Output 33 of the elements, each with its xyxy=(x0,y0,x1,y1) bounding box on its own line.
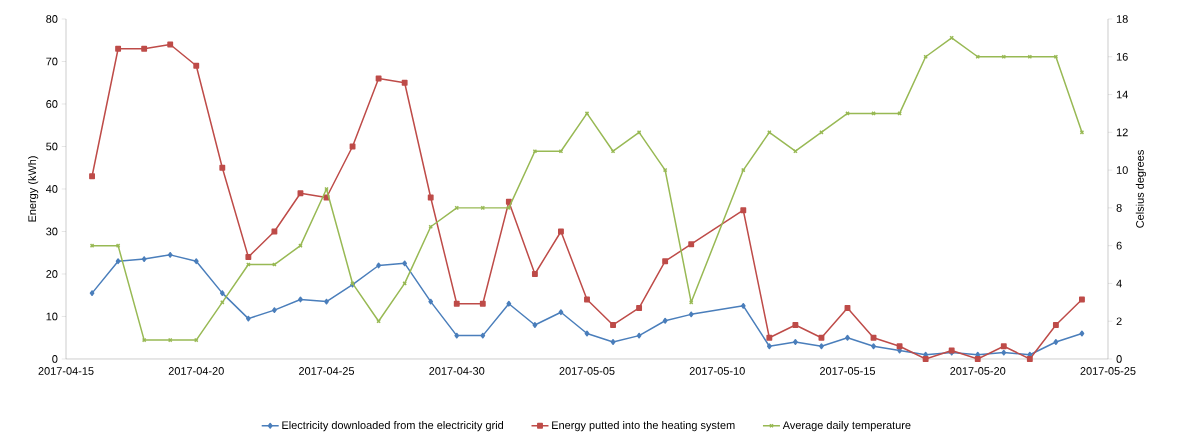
y2-tick-label: 12 xyxy=(1116,128,1128,137)
y-tick-label: 20 xyxy=(46,270,58,278)
y-tick-label: 30 xyxy=(46,227,58,236)
y2-tick-label: 8 xyxy=(1116,204,1122,212)
y-tick-label: 70 xyxy=(46,57,58,66)
y2-tick-label: 2 xyxy=(1116,317,1122,326)
x-tick-label: 2017-04-30 xyxy=(429,367,485,375)
y-axis-title: Energy (kWh) xyxy=(28,156,39,222)
x-tick-label: 2017-05-05 xyxy=(559,367,615,375)
y2-tick-label: 14 xyxy=(1116,90,1128,99)
y2-tick-label: 16 xyxy=(1116,52,1128,61)
x-tick-label: 2017-04-20 xyxy=(168,367,224,375)
y-tick-label: 40 xyxy=(45,185,58,193)
y-tick-label: 80 xyxy=(46,15,58,23)
legend-label: Average daily temperature xyxy=(782,420,911,432)
y-tick-label: 10 xyxy=(46,312,58,321)
x-tick-label: 2017-05-10 xyxy=(689,367,745,375)
y2-tick-label: 6 xyxy=(1116,241,1122,250)
y2-tick-label: 0 xyxy=(1116,355,1122,363)
x-tick-label: 2017-05-20 xyxy=(950,367,1006,375)
y-tick-label: 60 xyxy=(46,100,58,108)
legend-label: Energy putted into the heating system xyxy=(552,420,735,432)
y2-tick-label: 18 xyxy=(1116,15,1128,23)
x-tick-label: 2017-04-25 xyxy=(299,367,355,375)
y2-tick-label: 10 xyxy=(1116,166,1128,174)
y2-tick-label: 4 xyxy=(1116,279,1122,288)
x-tick-label: 2017-04-15 xyxy=(38,367,94,375)
y-tick-label: 0 xyxy=(52,355,58,363)
legend-label: Electricity downloaded from the electricity grid xyxy=(282,420,504,432)
x-tick-label: 2017-05-15 xyxy=(820,367,876,375)
x-tick-label: 2017-05-25 xyxy=(1080,367,1136,375)
y2-axis-title: Celsius degrees xyxy=(1135,150,1146,228)
y-tick-label: 50 xyxy=(46,142,58,151)
